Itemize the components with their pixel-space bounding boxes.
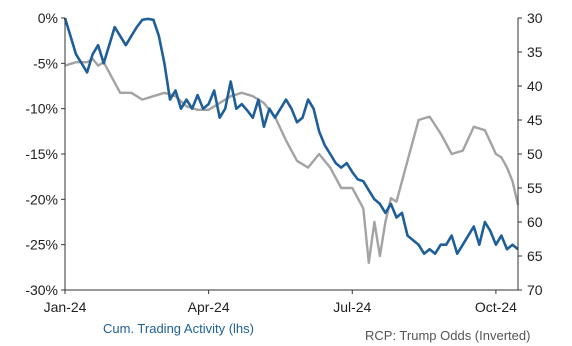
x-tick-label: Oct-24 (475, 299, 517, 315)
right-y-tick-label: 55 (527, 180, 543, 196)
left-y-tick-label: -30% (25, 282, 58, 298)
left-y-tick-label: -5% (33, 55, 58, 71)
right-y-tick-label: 40 (527, 78, 543, 94)
x-tick-label: Apr-24 (188, 299, 230, 315)
tick-label-layer: 0% -5% -10% -15% -20% -25% -30% 30 35 40 45 50 55 60 6… (25, 10, 542, 315)
left-y-tick-label: -10% (25, 101, 58, 117)
right-y-tick-label: 60 (527, 214, 543, 230)
right-y-tick-label: 30 (527, 10, 543, 26)
left-y-tick-label: -25% (25, 237, 58, 253)
axis-layer (61, 17, 522, 294)
series-layer (63, 17, 520, 264)
series-line-trump-odds (64, 57, 520, 264)
right-y-tick-label: 70 (527, 282, 543, 298)
right-y-tick-label: 65 (527, 248, 543, 264)
right-y-tick-label: 45 (527, 112, 543, 128)
left-y-tick-label: -15% (25, 146, 58, 162)
right-y-tick-label: 50 (527, 146, 543, 162)
series-line-trading-activity (63, 17, 519, 255)
x-tick-label: Jan-24 (44, 299, 87, 315)
legend-entry-trading-activity: Cum. Trading Activity (lhs) (103, 321, 254, 336)
left-y-tick-label: -20% (25, 191, 58, 207)
right-y-tick-label: 35 (527, 44, 543, 60)
left-y-tick-label: 0% (38, 10, 58, 26)
legend-entry-trump-odds: RCP: Trump Odds (Inverted) (365, 328, 530, 343)
x-tick-label: Jul-24 (333, 299, 371, 315)
